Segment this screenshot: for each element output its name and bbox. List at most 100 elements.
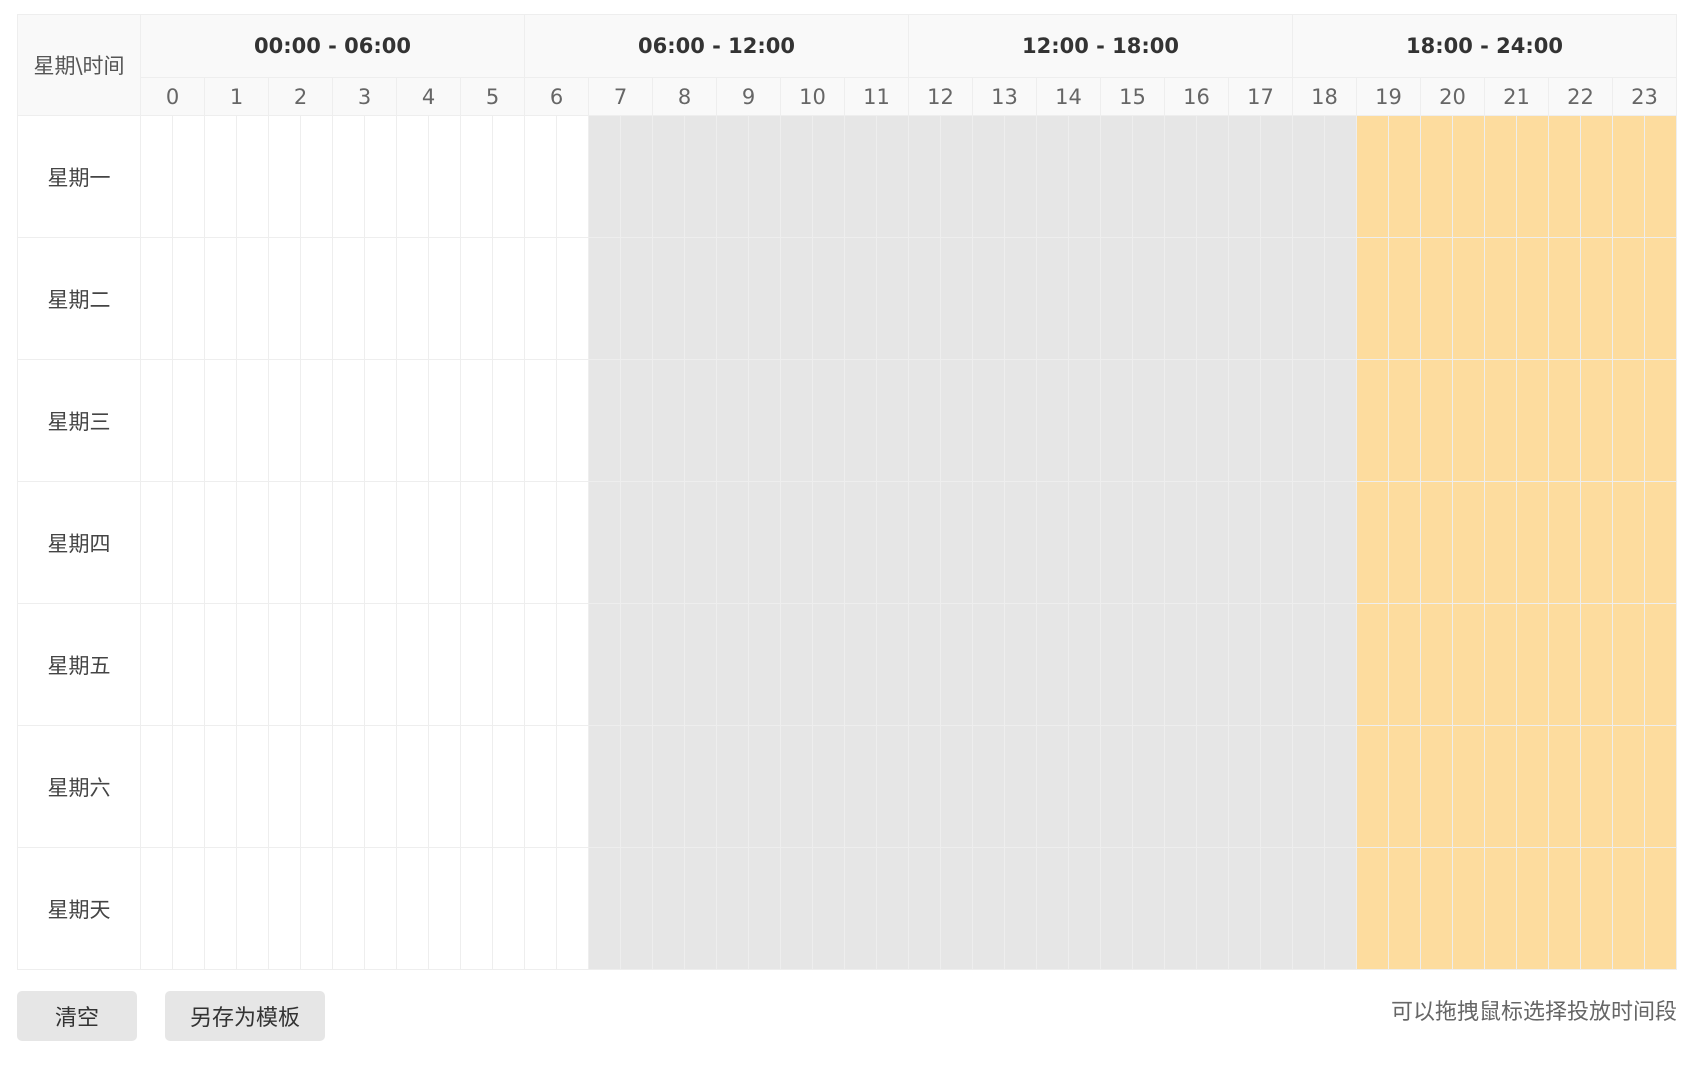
time-slot-cell[interactable] <box>236 481 269 604</box>
time-slot-cell[interactable] <box>204 237 237 360</box>
time-slot-cell[interactable] <box>620 359 653 482</box>
time-slot-cell[interactable] <box>972 725 1005 848</box>
time-slot-cell[interactable] <box>332 237 365 360</box>
time-slot-cell[interactable] <box>1292 115 1325 238</box>
time-slot-cell[interactable] <box>396 725 429 848</box>
time-slot-cell[interactable] <box>1644 237 1677 360</box>
time-slot-cell[interactable] <box>1004 847 1037 970</box>
time-slot-cell[interactable] <box>1516 359 1549 482</box>
time-slot-cell[interactable] <box>748 603 781 726</box>
time-slot-cell[interactable] <box>716 115 749 238</box>
time-slot-cell[interactable] <box>652 481 685 604</box>
time-slot-cell[interactable] <box>1612 603 1645 726</box>
time-slot-cell[interactable] <box>268 237 301 360</box>
time-slot-cell[interactable] <box>1324 725 1357 848</box>
time-slot-cell[interactable] <box>1164 359 1197 482</box>
time-slot-cell[interactable] <box>1388 481 1421 604</box>
time-slot-cell[interactable] <box>1324 115 1357 238</box>
time-slot-cell[interactable] <box>588 115 621 238</box>
time-slot-cell[interactable] <box>492 603 525 726</box>
time-slot-cell[interactable] <box>1516 115 1549 238</box>
time-slot-cell[interactable] <box>972 481 1005 604</box>
time-slot-cell[interactable] <box>1452 847 1485 970</box>
time-slot-cell[interactable] <box>684 237 717 360</box>
time-slot-cell[interactable] <box>1260 847 1293 970</box>
time-slot-cell[interactable] <box>652 115 685 238</box>
time-slot-cell[interactable] <box>1132 603 1165 726</box>
time-slot-cell[interactable] <box>460 359 493 482</box>
save-template-button[interactable]: 另存为模板 <box>165 991 325 1041</box>
time-slot-cell[interactable] <box>1132 115 1165 238</box>
time-slot-cell[interactable] <box>364 725 397 848</box>
time-slot-cell[interactable] <box>1132 725 1165 848</box>
time-slot-cell[interactable] <box>940 359 973 482</box>
time-slot-cell[interactable] <box>1164 237 1197 360</box>
time-slot-cell[interactable] <box>844 359 877 482</box>
time-slot-cell[interactable] <box>588 603 621 726</box>
time-slot-cell[interactable] <box>396 481 429 604</box>
time-slot-cell[interactable] <box>588 237 621 360</box>
time-slot-cell[interactable] <box>620 847 653 970</box>
time-slot-cell[interactable] <box>140 359 173 482</box>
time-slot-cell[interactable] <box>1388 237 1421 360</box>
time-slot-cell[interactable] <box>972 237 1005 360</box>
time-slot-cell[interactable] <box>396 359 429 482</box>
time-slot-cell[interactable] <box>748 847 781 970</box>
time-slot-cell[interactable] <box>716 481 749 604</box>
time-slot-cell[interactable] <box>524 237 557 360</box>
time-slot-cell[interactable] <box>780 481 813 604</box>
time-slot-cell[interactable] <box>652 725 685 848</box>
time-slot-cell[interactable] <box>1388 847 1421 970</box>
time-slot-cell[interactable] <box>716 725 749 848</box>
time-slot-cell[interactable] <box>428 115 461 238</box>
time-slot-cell[interactable] <box>1100 481 1133 604</box>
time-slot-cell[interactable] <box>1644 847 1677 970</box>
time-slot-cell[interactable] <box>620 603 653 726</box>
time-slot-cell[interactable] <box>588 847 621 970</box>
time-slot-cell[interactable] <box>908 725 941 848</box>
time-slot-cell[interactable] <box>1004 725 1037 848</box>
time-slot-cell[interactable] <box>1324 481 1357 604</box>
time-slot-cell[interactable] <box>1004 481 1037 604</box>
time-slot-cell[interactable] <box>1420 237 1453 360</box>
time-slot-cell[interactable] <box>1612 847 1645 970</box>
time-slot-cell[interactable] <box>524 481 557 604</box>
time-slot-cell[interactable] <box>556 847 589 970</box>
time-slot-cell[interactable] <box>1388 603 1421 726</box>
time-slot-cell[interactable] <box>652 237 685 360</box>
time-slot-cell[interactable] <box>1580 359 1613 482</box>
time-slot-cell[interactable] <box>1036 359 1069 482</box>
time-slot-cell[interactable] <box>172 603 205 726</box>
time-slot-cell[interactable] <box>1260 481 1293 604</box>
time-slot-cell[interactable] <box>1004 603 1037 726</box>
time-slot-cell[interactable] <box>1516 481 1549 604</box>
time-slot-cell[interactable] <box>1612 725 1645 848</box>
time-slot-cell[interactable] <box>972 603 1005 726</box>
time-slot-cell[interactable] <box>556 603 589 726</box>
time-slot-cell[interactable] <box>1164 603 1197 726</box>
time-slot-cell[interactable] <box>460 725 493 848</box>
time-slot-cell[interactable] <box>780 359 813 482</box>
time-slot-cell[interactable] <box>1228 603 1261 726</box>
time-slot-cell[interactable] <box>556 359 589 482</box>
time-slot-cell[interactable] <box>972 359 1005 482</box>
time-slot-cell[interactable] <box>812 237 845 360</box>
time-slot-cell[interactable] <box>172 481 205 604</box>
time-slot-cell[interactable] <box>844 237 877 360</box>
time-slot-cell[interactable] <box>716 603 749 726</box>
time-slot-cell[interactable] <box>428 359 461 482</box>
time-slot-cell[interactable] <box>1196 359 1229 482</box>
time-slot-cell[interactable] <box>396 603 429 726</box>
time-slot-cell[interactable] <box>876 359 909 482</box>
time-slot-cell[interactable] <box>748 481 781 604</box>
time-slot-cell[interactable] <box>172 847 205 970</box>
time-slot-cell[interactable] <box>1612 115 1645 238</box>
time-slot-cell[interactable] <box>1100 237 1133 360</box>
time-slot-cell[interactable] <box>1036 237 1069 360</box>
time-slot-cell[interactable] <box>1580 481 1613 604</box>
time-slot-cell[interactable] <box>1420 725 1453 848</box>
time-slot-cell[interactable] <box>1100 847 1133 970</box>
time-slot-cell[interactable] <box>332 115 365 238</box>
time-slot-cell[interactable] <box>1516 603 1549 726</box>
time-slot-cell[interactable] <box>268 725 301 848</box>
